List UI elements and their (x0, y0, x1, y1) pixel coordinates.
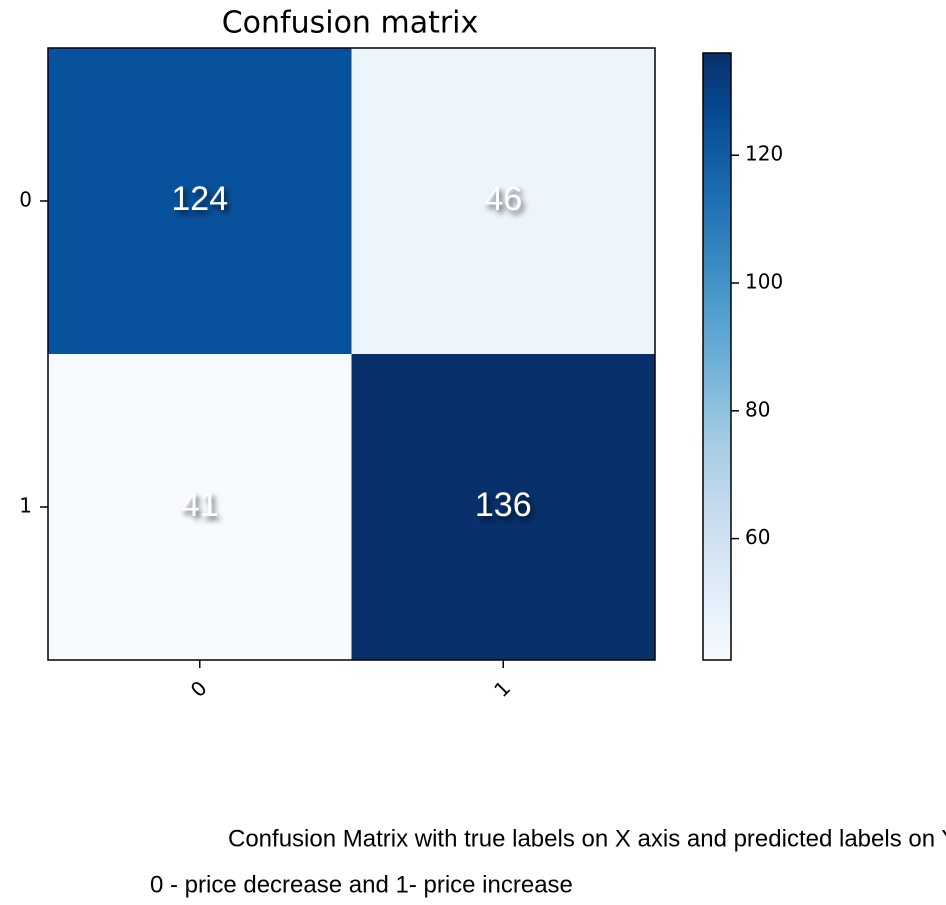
cell-label: 136 (475, 486, 532, 524)
plot-frame (47, 47, 656, 661)
colorbar-tick-label: 60 (745, 525, 770, 549)
note: Confusion Matrix with true labels on X a… (228, 825, 946, 852)
cell (48, 48, 352, 354)
chart-title: Confusion matrix (222, 6, 479, 41)
cell (351, 48, 655, 354)
cell-label: 124 (171, 180, 228, 218)
y-tick-label: 0 (19, 188, 32, 212)
cell-label: 46 (484, 180, 522, 218)
colorbar-tick-label: 100 (745, 270, 783, 294)
colorbar (702, 52, 732, 661)
colorbar-tick-label: 80 (745, 397, 770, 421)
cell-label: 41 (181, 486, 219, 524)
cell (351, 354, 655, 660)
x-tick-label: 0 (186, 676, 212, 702)
note: 0 - price decrease and 1- price increase (150, 871, 573, 898)
y-tick-label: 1 (19, 494, 32, 518)
cell (48, 354, 352, 660)
colorbar-tick-label: 120 (745, 142, 783, 166)
x-tick-label: 1 (489, 676, 515, 702)
